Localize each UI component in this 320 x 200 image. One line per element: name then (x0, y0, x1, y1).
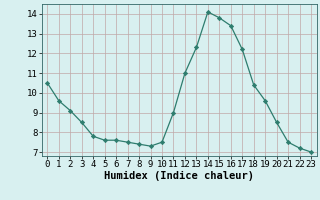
X-axis label: Humidex (Indice chaleur): Humidex (Indice chaleur) (104, 171, 254, 181)
